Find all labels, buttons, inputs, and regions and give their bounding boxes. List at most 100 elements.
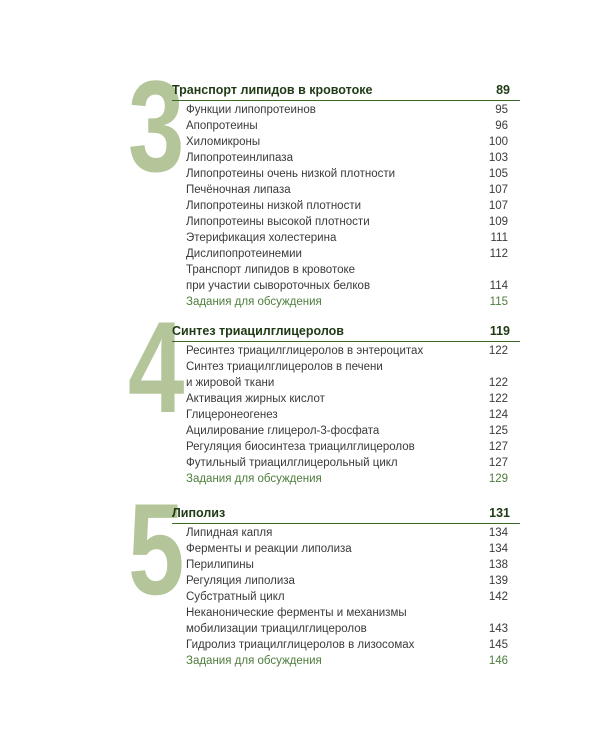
toc-entry[interactable]: Липопротеинлипаза 103 — [186, 150, 508, 166]
toc-entry[interactable]: Регуляция липолиза 139 — [186, 573, 508, 589]
entry-page: 143 — [488, 623, 508, 635]
toc-entry[interactable]: Дислипопротеинемии 112 — [186, 246, 508, 262]
entry-page: 109 — [488, 216, 508, 228]
entry-title[interactable]: Хиломикроны — [186, 136, 261, 148]
chapter-heading[interactable]: Липолиз 131 — [172, 503, 520, 524]
entry-page: 127 — [488, 441, 508, 453]
toc-entry[interactable]: Липопротеины низкой плотности 107 — [186, 198, 508, 214]
entry-title[interactable]: Ресинтез триацилглицеролов в энтероцитах — [186, 345, 424, 357]
toc-entry[interactable]: Задания для обсуждения 146 — [186, 653, 508, 669]
section-list: Функции липопротеинов 95 Апопротеины 96 … — [186, 102, 508, 310]
toc-entry[interactable]: при участии сывороточных белков 114 — [186, 278, 508, 294]
entry-title[interactable]: и жировой ткани — [186, 377, 275, 389]
section-list: Липидная капля 134 Ферменты и реакции ли… — [186, 525, 508, 669]
toc-entry[interactable]: мобилизации триацилглицеролов 143 — [186, 621, 508, 637]
toc-entry[interactable]: Липопротеины высокой плотности 109 — [186, 214, 508, 230]
entry-title[interactable]: Функции липопротеинов — [186, 104, 316, 116]
entry-page: 114 — [489, 280, 508, 292]
toc-entry[interactable]: Субстратный цикл 142 — [186, 589, 508, 605]
toc-entry[interactable]: Ресинтез триацилглицеролов в энтероцитах… — [186, 343, 508, 359]
entry-title[interactable]: Липидная капля — [186, 527, 273, 539]
entry-page: 95 — [495, 104, 508, 116]
entry-page: 127 — [488, 457, 508, 469]
entry-page: 103 — [488, 152, 508, 164]
entry-page: 122 — [488, 345, 508, 357]
toc-entry[interactable]: Функции липопротеинов 95 — [186, 102, 508, 118]
entry-title[interactable]: Липопротеинлипаза — [186, 152, 293, 164]
toc-entry[interactable]: Хиломикроны 100 — [186, 134, 508, 150]
entry-title[interactable]: Футильный триацилглицерольный цикл — [186, 457, 398, 469]
toc-entry[interactable]: Этерификация холестерина 111 — [186, 230, 508, 246]
chapter-title[interactable]: Транспорт липидов в кровотоке — [172, 83, 373, 97]
toc-entry[interactable]: Транспорт липидов в кровотоке — [186, 262, 508, 278]
entry-title[interactable]: мобилизации триацилглицеролов — [186, 623, 367, 635]
entry-title[interactable]: Печёночная липаза — [186, 184, 291, 196]
toc-entry[interactable]: Футильный триацилглицерольный цикл 127 — [186, 455, 508, 471]
entry-title[interactable]: Неканонические ферменты и механизмы — [186, 607, 407, 619]
entry-title[interactable]: Глицеронеогенез — [186, 409, 278, 421]
entry-title[interactable]: Задания для обсуждения — [186, 473, 322, 485]
toc-entry[interactable]: Регуляция биосинтеза триацилглицеролов 1… — [186, 439, 508, 455]
entry-page: 122 — [488, 393, 508, 405]
entry-title[interactable]: Дислипопротеинемии — [186, 248, 302, 260]
entry-title[interactable]: Перилипины — [186, 559, 254, 571]
chapter-title[interactable]: Липолиз — [172, 506, 226, 520]
toc-entry[interactable]: Ферменты и реакции липолиза 134 — [186, 541, 508, 557]
entry-page: 125 — [488, 425, 508, 437]
entry-page: 138 — [488, 559, 508, 571]
entry-page: 111 — [490, 232, 508, 244]
entry-title[interactable]: при участии сывороточных белков — [186, 280, 371, 292]
toc-entry[interactable]: Неканонические ферменты и механизмы — [186, 605, 508, 621]
entry-title[interactable]: Регуляция биосинтеза триацилглицеролов — [186, 441, 415, 453]
entry-page: 124 — [488, 409, 508, 421]
entry-page: 122 — [488, 377, 508, 389]
chapter-numeral: 3 — [128, 53, 185, 199]
entry-page: 129 — [488, 473, 508, 485]
entry-page: 96 — [495, 120, 508, 132]
chapter-heading[interactable]: Синтез триацилглицеролов 119 — [172, 321, 520, 342]
toc-entry[interactable]: Активация жирных кислот 122 — [186, 391, 508, 407]
entry-title[interactable]: Задания для обсуждения — [186, 296, 322, 308]
chapter-page: 131 — [489, 506, 510, 520]
entry-title[interactable]: Ацилирование глицерол-3-фосфата — [186, 425, 380, 437]
toc-entry[interactable]: Задания для обсуждения 129 — [186, 471, 508, 487]
entry-page: 146 — [488, 655, 508, 667]
entry-page: 112 — [489, 248, 508, 260]
toc-entry[interactable]: Апопротеины 96 — [186, 118, 508, 134]
toc-entry[interactable]: Перилипины 138 — [186, 557, 508, 573]
chapter-heading[interactable]: Транспорт липидов в кровотоке 89 — [172, 80, 520, 101]
toc-entry[interactable]: Задания для обсуждения 115 — [186, 294, 508, 310]
toc-entry[interactable]: Печёночная липаза 107 — [186, 182, 508, 198]
entry-title[interactable]: Синтез триацилглицеролов в печени — [186, 361, 383, 373]
entry-title[interactable]: Этерификация холестерина — [186, 232, 337, 244]
section-list: Ресинтез триацилглицеролов в энтероцитах… — [186, 343, 508, 487]
chapter-page: 89 — [496, 83, 510, 97]
entry-title[interactable]: Ферменты и реакции липолиза — [186, 543, 352, 555]
chapter-page: 119 — [489, 324, 510, 338]
entry-title[interactable]: Апопротеины — [186, 120, 258, 132]
chapter-numeral: 4 — [128, 294, 185, 440]
toc-entry[interactable]: Липопротеины очень низкой плотности 105 — [186, 166, 508, 182]
entry-page: 107 — [488, 184, 508, 196]
entry-page: 100 — [488, 136, 508, 148]
entry-page: 105 — [488, 168, 508, 180]
entry-title[interactable]: Гидролиз триацилглицеролов в лизосомах — [186, 639, 415, 651]
entry-page: 107 — [488, 200, 508, 212]
entry-title[interactable]: Липопротеины высокой плотности — [186, 216, 370, 228]
entry-title[interactable]: Липопротеины очень низкой плотности — [186, 168, 396, 180]
toc-entry[interactable]: Гидролиз триацилглицеролов в лизосомах 1… — [186, 637, 508, 653]
toc-entry[interactable]: Ацилирование глицерол-3-фосфата 125 — [186, 423, 508, 439]
toc-entry[interactable]: Глицеронеогенез 124 — [186, 407, 508, 423]
entry-page: 145 — [488, 639, 508, 651]
entry-title[interactable]: Активация жирных кислот — [186, 393, 325, 405]
toc-entry[interactable]: и жировой ткани 122 — [186, 375, 508, 391]
entry-title[interactable]: Липопротеины низкой плотности — [186, 200, 362, 212]
entry-title[interactable]: Задания для обсуждения — [186, 655, 322, 667]
toc-entry[interactable]: Синтез триацилглицеролов в печени — [186, 359, 508, 375]
entry-page: 139 — [488, 575, 508, 587]
entry-title[interactable]: Регуляция липолиза — [186, 575, 295, 587]
toc-entry[interactable]: Липидная капля 134 — [186, 525, 508, 541]
entry-title[interactable]: Субстратный цикл — [186, 591, 285, 603]
entry-title[interactable]: Транспорт липидов в кровотоке — [186, 264, 356, 276]
chapter-title[interactable]: Синтез триацилглицеролов — [172, 324, 344, 338]
